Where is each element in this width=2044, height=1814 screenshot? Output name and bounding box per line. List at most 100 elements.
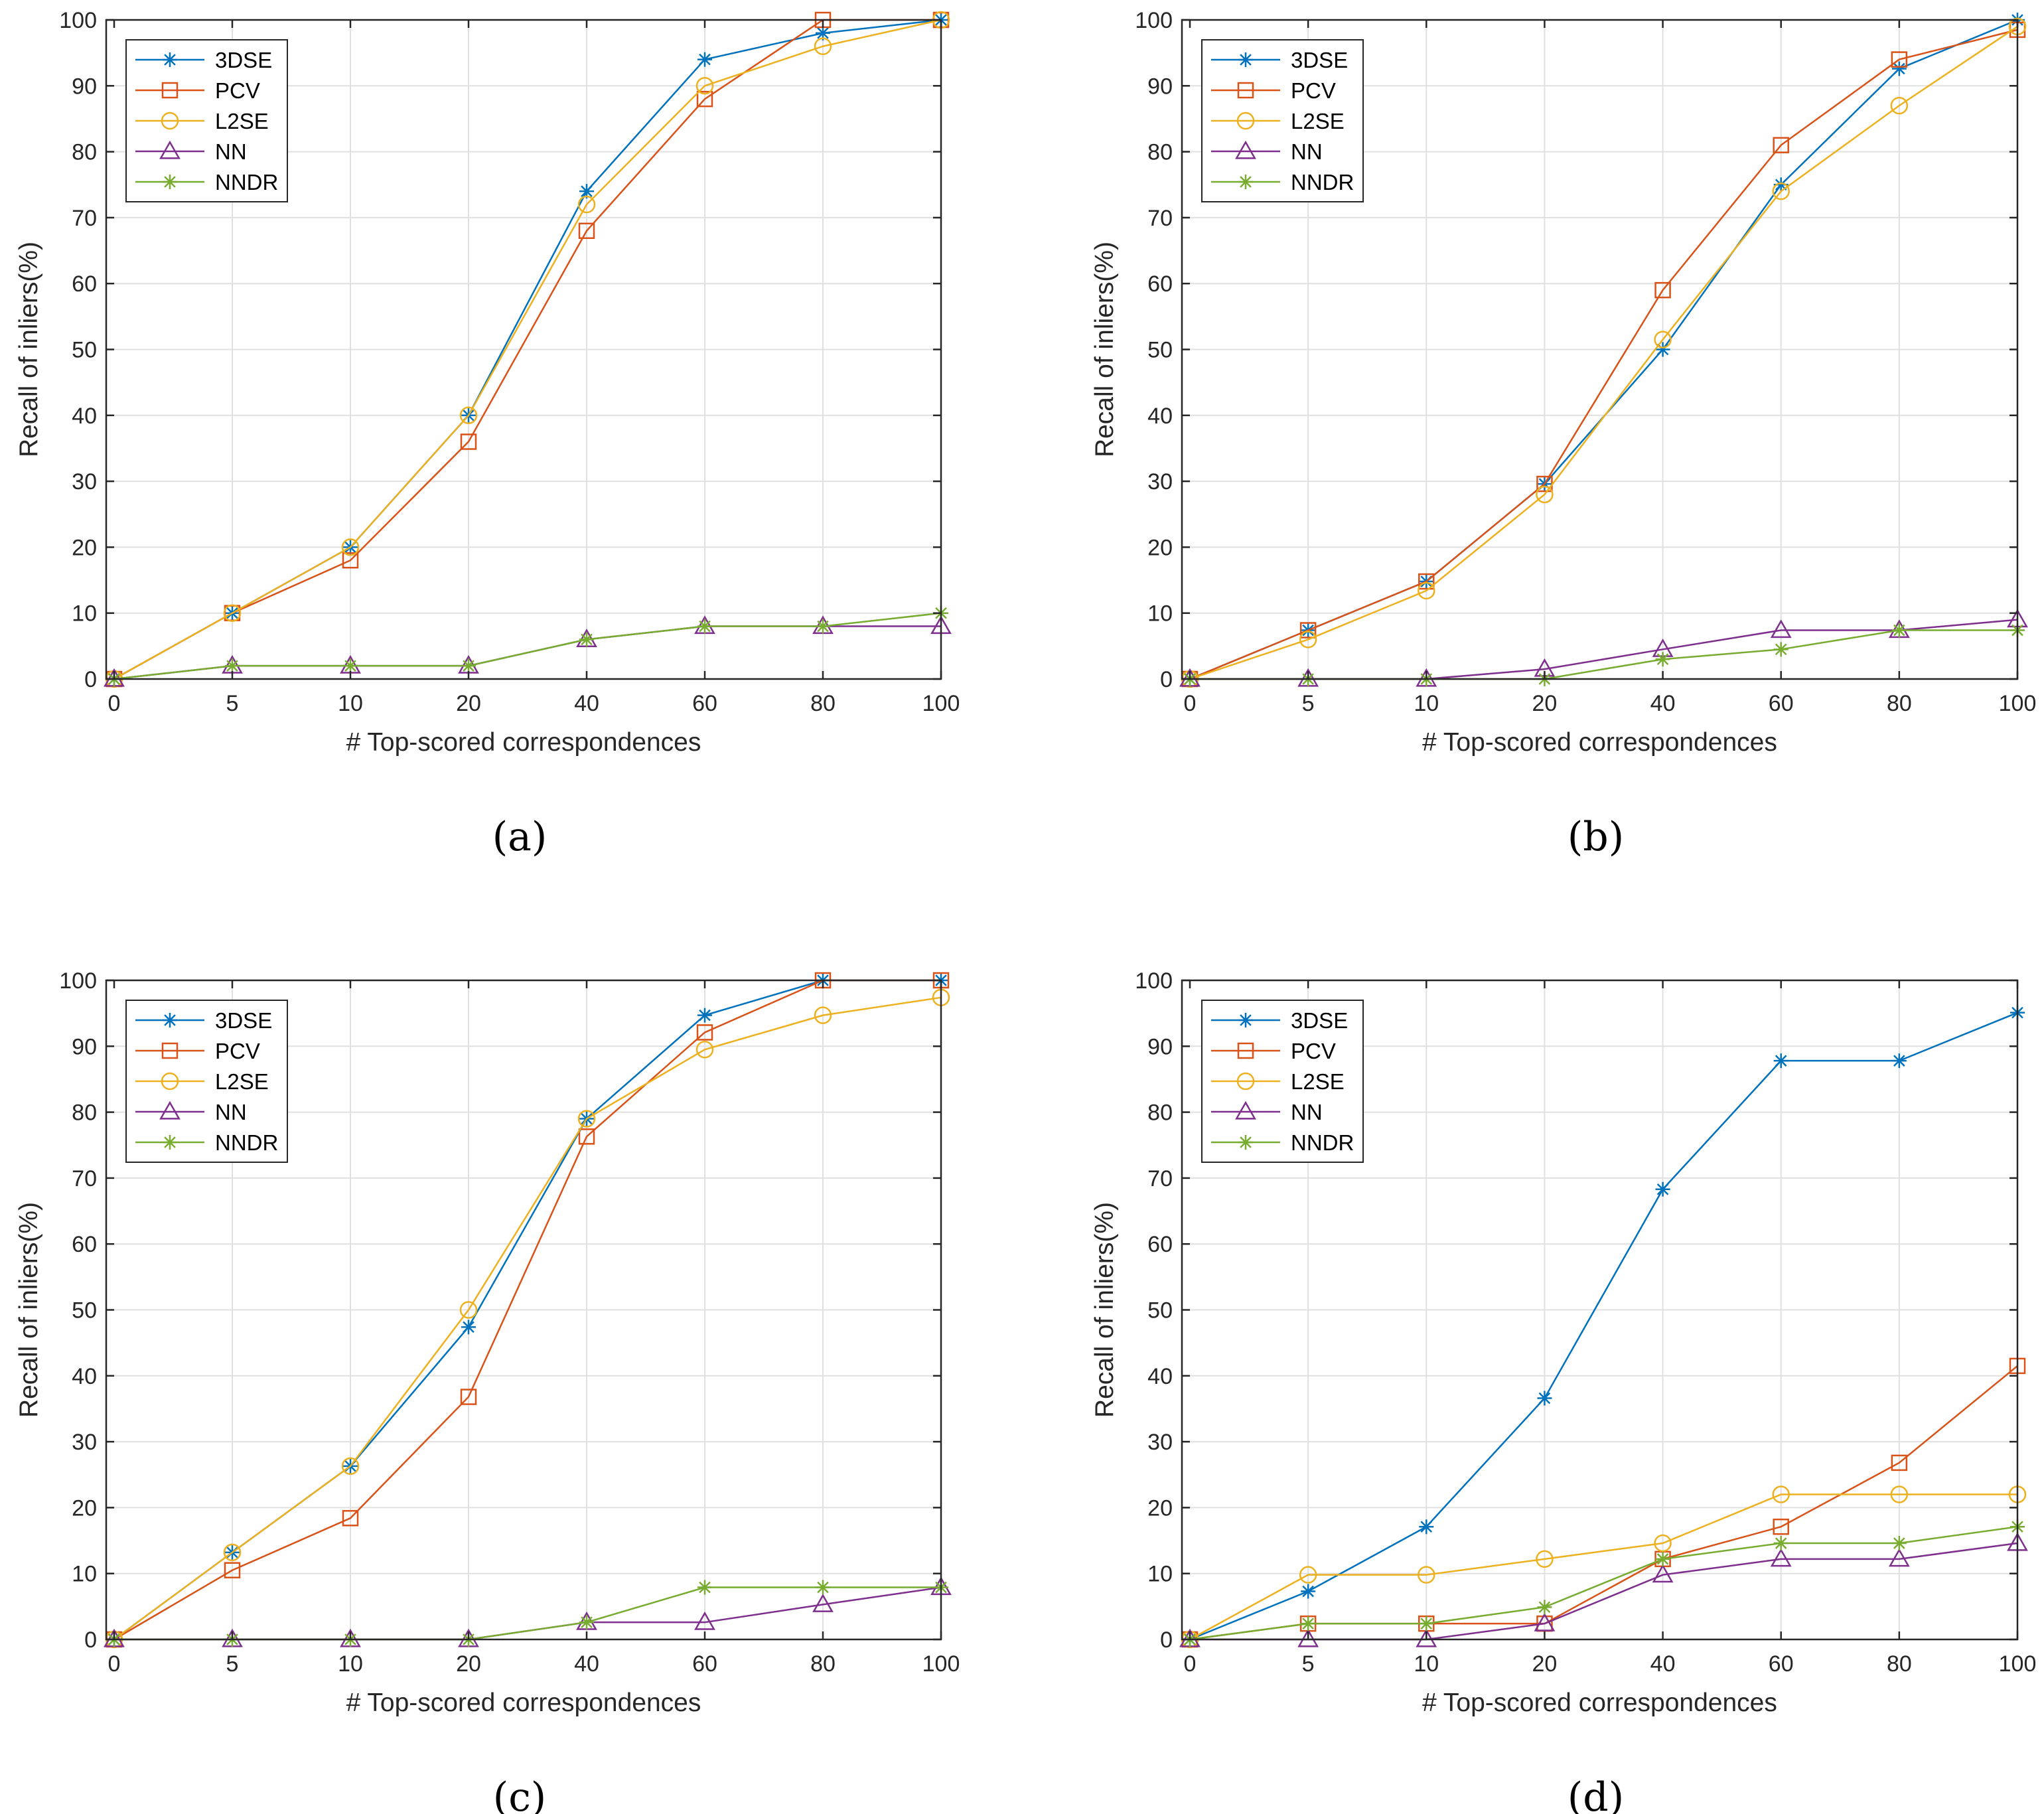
series-pcv	[1181, 21, 2026, 688]
legend-label-nndr: NNDR	[1291, 170, 1354, 194]
y-tick-label: 30	[1147, 469, 1173, 494]
legend-label-3dse: 3DSE	[1291, 1008, 1348, 1033]
data-point-nndr	[579, 632, 594, 647]
data-point-3dse	[1773, 177, 1789, 192]
series-line-pcv	[1189, 29, 2018, 680]
data-point-nndr	[816, 1580, 830, 1595]
data-point-l2se	[1536, 485, 1554, 504]
legend-marker-l2se	[161, 112, 179, 130]
x-tick-label: 0	[1184, 691, 1197, 716]
y-tick-label: 50	[1147, 1298, 1173, 1323]
legend-marker-3dse	[1238, 1013, 1253, 1027]
x-tick-label: 40	[1650, 691, 1676, 716]
y-tick-label: 100	[1135, 8, 1173, 33]
data-point-3dse	[1419, 1519, 1434, 1535]
y-tick-label: 50	[72, 1298, 97, 1323]
legend-marker-nn	[159, 140, 181, 159]
x-tick-label: 5	[226, 1651, 239, 1677]
data-point-nndr	[1301, 1616, 1316, 1631]
legend: 3DSE PCV L2SE NN NNDR	[1201, 1000, 1364, 1163]
data-point-nndr	[343, 658, 358, 674]
data-point-l2se	[1418, 1566, 1435, 1584]
data-point-l2se	[459, 1301, 478, 1319]
panel-caption: (c)	[493, 1774, 546, 1814]
y-axis-label: Recall of inliers(%)	[1090, 242, 1119, 457]
x-tick-label: 20	[1532, 1651, 1558, 1677]
legend-marker-l2se	[161, 1072, 179, 1091]
legend-label-nndr: NNDR	[1291, 1130, 1354, 1155]
legend-label-nndr: NNDR	[215, 1130, 278, 1155]
legend: 3DSE PCV L2SE NN NNDR	[125, 1000, 288, 1163]
y-tick-label: 10	[72, 1562, 97, 1587]
x-axis-label: # Top-scored correspondences	[1422, 728, 1777, 757]
panel-caption: (d)	[1568, 1774, 1624, 1814]
data-point-l2se	[1772, 1485, 1790, 1503]
data-point-nn	[1534, 1612, 1556, 1631]
data-point-l2se	[1299, 1566, 1317, 1584]
series-line-l2se	[113, 19, 942, 680]
y-tick-label: 60	[72, 1232, 97, 1257]
legend-marker-3dse	[163, 1013, 177, 1027]
legend-label-l2se: L2SE	[1291, 109, 1345, 133]
y-tick-label: 10	[1147, 601, 1173, 627]
data-point-pcv	[578, 222, 595, 240]
x-tick-label: 0	[108, 1651, 121, 1677]
y-tick-label: 30	[72, 469, 97, 494]
data-point-l2se	[577, 1110, 596, 1128]
y-axis-label: Recall of inliers(%)	[15, 242, 43, 457]
y-tick-label: 70	[1147, 206, 1173, 231]
data-point-nn	[812, 1594, 834, 1612]
y-tick-label: 80	[1147, 1100, 1173, 1126]
y-tick-label: 30	[1147, 1430, 1173, 1455]
chart-panel-1: 0 5 10 20 40 60 80 100 0 10 20 30 40 50 60 70 80 90 100 # T…	[15, 8, 960, 860]
x-tick-label: 80	[810, 1651, 836, 1677]
data-point-nndr	[816, 619, 830, 634]
series-line-3dse	[1189, 1012, 2018, 1641]
series-line-nndr	[113, 612, 942, 680]
data-point-l2se	[695, 77, 714, 95]
x-tick-label: 80	[810, 691, 836, 716]
data-point-l2se	[1299, 631, 1317, 648]
legend-label-nn: NN	[1291, 1100, 1323, 1124]
y-tick-label: 40	[1147, 1364, 1173, 1389]
legend-label-nn: NN	[215, 139, 247, 164]
data-point-nndr	[1773, 642, 1789, 657]
legend-label-3dse: 3DSE	[215, 48, 272, 72]
data-point-pcv	[1773, 137, 1789, 153]
legend-marker-l2se	[1236, 112, 1255, 130]
legend-label-nn: NN	[215, 1100, 247, 1124]
x-tick-label: 40	[574, 691, 599, 716]
data-point-l2se	[1654, 331, 1672, 348]
y-tick-label: 80	[72, 140, 97, 165]
data-point-nndr	[697, 619, 712, 634]
data-point-nndr	[225, 658, 240, 674]
data-point-nndr	[1655, 1551, 1670, 1566]
data-point-nn	[1770, 619, 1792, 639]
x-tick-label: 60	[692, 1651, 717, 1677]
data-point-l2se	[459, 406, 478, 425]
y-tick-label: 60	[1147, 1232, 1173, 1257]
y-tick-label: 40	[1147, 404, 1173, 429]
y-tick-label: 0	[1160, 1627, 1173, 1653]
data-point-pcv	[1773, 1518, 1789, 1535]
data-point-pcv	[1654, 281, 1671, 299]
data-point-3dse	[816, 25, 830, 40]
legend-label-l2se: L2SE	[215, 1069, 269, 1094]
data-point-3dse	[1301, 1584, 1316, 1599]
legend-label-3dse: 3DSE	[1291, 48, 1348, 72]
legend: 3DSE PCV L2SE NN NNDR	[125, 39, 288, 202]
y-tick-label: 90	[1147, 74, 1173, 99]
data-point-3dse	[1891, 61, 1907, 76]
y-tick-label: 80	[1147, 140, 1173, 165]
y-tick-label: 60	[72, 271, 97, 297]
data-point-pcv	[342, 552, 359, 569]
legend-marker-l2se	[1236, 1072, 1255, 1091]
chart-panel-4: 0 5 10 20 40 60 80 100 0 10 20 30 40 50 60 70 80 90 100 # T…	[1090, 968, 2036, 1814]
legend-marker-nndr	[1238, 175, 1253, 189]
x-axis-label: # Top-scored correspondences	[1422, 1689, 1777, 1717]
series-line-pcv	[113, 19, 941, 680]
data-point-nndr	[1655, 652, 1670, 667]
data-point-pcv	[1891, 1454, 1908, 1472]
y-tick-label: 90	[72, 1034, 97, 1059]
x-tick-label: 60	[1769, 691, 1794, 716]
